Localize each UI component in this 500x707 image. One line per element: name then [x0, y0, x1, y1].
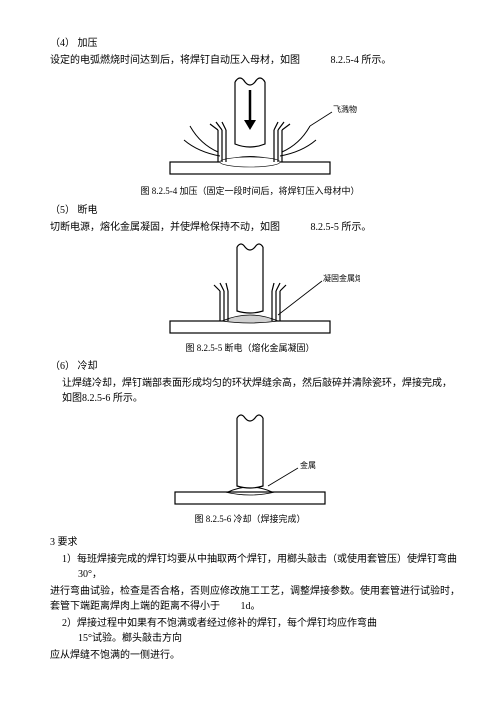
step4-title: （4） 加压	[50, 36, 460, 51]
figure-5: 凝固金属熔池 图 8.2.5-5 断电（熔化金属凝固）	[40, 239, 460, 356]
figure-6: 金属 图 8.2.5-6 冷却（焊接完成）	[40, 410, 460, 527]
req-1c-line: 进行弯曲试验，检查是否合格，否则应修改施工工艺，调整焊接参数。使用套管进行试验时…	[50, 584, 460, 614]
caption-6: 图 8.2.5-6 冷却（焊接完成）	[195, 513, 306, 527]
step4-text-b: 8.2.5-4 所示。	[331, 53, 392, 68]
step4-text-a: 设定的电弧燃烧时间达到后，将焊钉自动压入母材，如图	[50, 55, 300, 66]
step6-title: （6） 冷却	[50, 359, 460, 374]
req-2b: 15°试验。榔头敲击方向	[78, 631, 182, 646]
step5-text-b: 8.2.5-5 所示。	[311, 220, 372, 235]
req-1: 1）每班焊接完成的焊钉均要从中抽取两个焊钉，用榔头敲击（或使用套管压）使焊钉弯曲…	[50, 552, 460, 582]
req-1b: 30°，	[78, 567, 102, 582]
req-2c: 应从焊缝不饱满的一侧进行。	[50, 648, 460, 663]
step5-title: （5） 断电	[50, 203, 460, 218]
step4-text: 设定的电弧燃烧时间达到后，将焊钉自动压入母材，如图 8.2.5-4 所示。	[50, 53, 460, 68]
label-solid: 凝固金属熔池	[323, 273, 360, 283]
step5-text: 切断电源，熔化金属凝固，并使焊枪保持不动，如图 8.2.5-5 所示。	[50, 220, 460, 235]
req-1d: 1d。	[241, 601, 261, 612]
req-title: 3 要求	[50, 535, 460, 550]
caption-4: 图 8.2.5-4 加压（固定一段时间后，将焊钉压入母材中）	[141, 185, 360, 199]
label-splash: 飞溅物	[333, 104, 357, 114]
req-1a: 1）每班焊接完成的焊钉均要从中抽取两个焊钉，用榔头敲击（或使用套管压）使焊钉弯曲	[62, 554, 457, 565]
figure-4: 飞溅物 图 8.2.5-4 加压（固定一段时间后，将焊钉压入母材中）	[40, 72, 460, 199]
req-2: 2）焊接过程中如果有不饱满或者经过修补的焊钉，每个焊钉均应作弯曲 15°试验。榔…	[50, 616, 460, 646]
label-metal: 金属	[300, 460, 316, 470]
step5-text-a: 切断电源，熔化金属凝固，并使焊枪保持不动，如图	[50, 222, 280, 233]
caption-5: 图 8.2.5-5 断电（熔化金属凝固）	[186, 342, 315, 356]
step6-text: 让焊缝冷却，焊钉端部表面形成均匀的环状焊缝余高，然后敲碎并清除瓷环，焊接完成，如…	[62, 376, 460, 406]
req-2a: 2）焊接过程中如果有不饱满或者经过修补的焊钉，每个焊钉均应作弯曲	[62, 618, 377, 629]
